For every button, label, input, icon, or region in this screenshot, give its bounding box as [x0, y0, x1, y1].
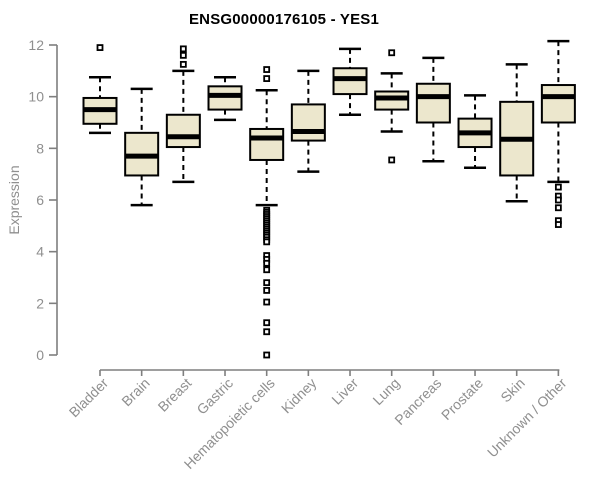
y-axis-label: Expression [6, 165, 22, 235]
outlier-point [554, 221, 562, 228]
iqr-box [207, 85, 243, 111]
outlier-point [263, 328, 271, 336]
outlier-point [263, 279, 271, 287]
y-tick-label: 10 [28, 89, 44, 105]
x-category-label: Liver [328, 375, 361, 408]
x-category-label: Skin [497, 375, 528, 406]
outlier-point [263, 351, 271, 359]
outlier-point [263, 75, 271, 82]
x-category-label: Brain [118, 375, 152, 409]
iqr-box [415, 82, 451, 124]
outlier-point [263, 298, 271, 306]
iqr-box [332, 67, 368, 96]
outlier-point [263, 287, 271, 294]
outlier-point [179, 51, 187, 59]
x-category-label: Breast [155, 375, 195, 415]
y-tick-label: 6 [36, 192, 44, 208]
outlier-point [263, 266, 271, 274]
x-category-label: Prostate [438, 375, 486, 423]
outlier-point [554, 183, 562, 191]
outlier-point [263, 319, 271, 327]
x-category-label: Bladder [66, 375, 112, 421]
y-tick-label: 12 [28, 37, 44, 53]
outlier-point [263, 66, 271, 73]
outlier-point [263, 259, 271, 267]
y-tick-label: 8 [36, 140, 44, 156]
iqr-box [249, 127, 285, 161]
outlier-point [96, 44, 104, 51]
y-tick-label: 2 [36, 295, 44, 311]
y-tick-label: 4 [36, 244, 44, 260]
y-tick-label: 0 [36, 347, 44, 363]
outlier-point [554, 196, 562, 204]
x-category-label: Unknown / Other [484, 375, 570, 461]
iqr-box [290, 103, 326, 142]
iqr-box [374, 90, 410, 111]
x-category-label: Kidney [278, 375, 320, 417]
outlier-point [554, 204, 562, 212]
iqr-box [540, 84, 576, 124]
outlier-point [179, 60, 187, 68]
outlier-point [388, 156, 396, 164]
chart-title: ENSG00000176105 - YES1 [188, 11, 380, 28]
outlier-point [388, 49, 396, 57]
x-category-label: Lung [369, 375, 402, 408]
outlier-point [179, 45, 187, 53]
iqr-box [165, 113, 201, 149]
outlier-point [263, 238, 271, 246]
